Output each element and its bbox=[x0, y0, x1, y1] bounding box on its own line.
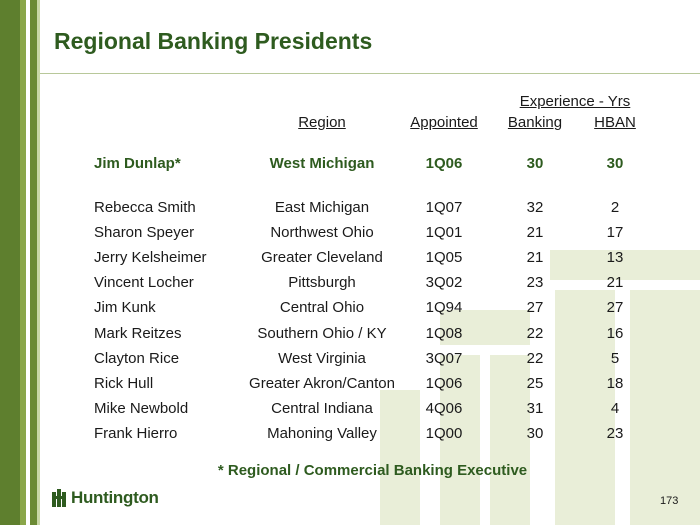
region-cell: Central Indiana bbox=[271, 399, 373, 417]
region-cell: Greater Akron/Canton bbox=[249, 374, 395, 392]
banking-years-cell: 22 bbox=[526, 324, 544, 342]
banking-years-cell: 32 bbox=[526, 199, 544, 216]
featured-name: Jim Dunlap* bbox=[94, 155, 181, 172]
header-hban: HBAN bbox=[594, 114, 636, 131]
hban-years-cell: 4 bbox=[610, 399, 620, 417]
president-name: Mark Reitzes bbox=[94, 324, 182, 342]
appointed-cell: 1Q06 bbox=[425, 374, 463, 392]
hban-years-cell: 13 bbox=[606, 249, 624, 267]
side-band-gap bbox=[26, 0, 30, 525]
hban-years-cell: 16 bbox=[606, 324, 624, 342]
appointed-cell: 1Q01 bbox=[425, 224, 463, 242]
appointed-cell: 4Q06 bbox=[425, 399, 463, 417]
huntington-logo: Huntington bbox=[52, 488, 159, 508]
featured-region: West Michigan bbox=[269, 155, 375, 172]
banking-years-cell: 21 bbox=[526, 224, 544, 242]
banking-years-cell: 25 bbox=[526, 374, 544, 392]
header-appointed: Appointed bbox=[410, 114, 478, 131]
president-name: Jim Kunk bbox=[94, 299, 156, 317]
appointed-cell: 3Q07 bbox=[425, 349, 463, 367]
footnote: * Regional / Commercial Banking Executiv… bbox=[217, 462, 528, 479]
region-cell: Central Ohio bbox=[279, 299, 365, 317]
region-cell: Northwest Ohio bbox=[270, 224, 374, 242]
president-name: Clayton Rice bbox=[94, 349, 180, 367]
president-name: Sharon Speyer bbox=[94, 224, 195, 242]
featured-appointed: 1Q06 bbox=[425, 155, 463, 172]
banking-years-cell: 22 bbox=[526, 349, 544, 367]
banking-years-cell: 27 bbox=[526, 299, 544, 317]
featured-banking: 30 bbox=[526, 155, 544, 172]
hban-years-cell: 18 bbox=[606, 374, 624, 392]
appointed-cell: 1Q08 bbox=[425, 324, 463, 342]
president-name: Vincent Locher bbox=[94, 274, 194, 292]
banking-years-cell: 23 bbox=[526, 274, 544, 292]
appointed-cell: 1Q00 bbox=[425, 424, 463, 442]
header-region: Region bbox=[298, 114, 346, 131]
region-cell: Pittsburgh bbox=[288, 274, 356, 292]
hban-years-cell: 2 bbox=[610, 199, 620, 216]
banking-years-cell: 31 bbox=[526, 399, 544, 417]
page-number: 173 bbox=[660, 495, 679, 507]
region-cell: Southern Ohio / KY bbox=[257, 324, 387, 342]
president-name: Frank Hierro bbox=[94, 424, 178, 442]
banking-years-cell: 21 bbox=[526, 249, 544, 267]
appointed-cell: 1Q94 bbox=[425, 299, 463, 317]
hban-years-cell: 23 bbox=[606, 424, 624, 442]
side-band-dark bbox=[0, 0, 20, 525]
hban-years-cell: 21 bbox=[606, 274, 624, 292]
title-divider bbox=[40, 73, 700, 74]
region-cell: West Virginia bbox=[278, 349, 366, 367]
hban-years-cell: 27 bbox=[606, 299, 624, 317]
brand-name: Huntington bbox=[71, 488, 159, 507]
featured-hban: 30 bbox=[606, 155, 624, 172]
side-band-mid bbox=[20, 0, 26, 525]
watermark-graphic bbox=[380, 250, 700, 525]
header-banking: Banking bbox=[507, 114, 563, 131]
banking-years-cell: 30 bbox=[526, 424, 544, 442]
appointed-cell: 3Q02 bbox=[425, 274, 463, 292]
experience-group-header: Experience - Yrs bbox=[519, 93, 631, 110]
region-cell: Greater Cleveland bbox=[261, 249, 383, 267]
region-cell: East Michigan bbox=[274, 199, 370, 216]
appointed-cell: 1Q05 bbox=[425, 249, 463, 267]
president-name: Rebecca Smith bbox=[94, 199, 196, 216]
side-band-light bbox=[37, 0, 40, 525]
side-band-inner bbox=[30, 0, 37, 525]
region-cell: Mahoning Valley bbox=[267, 424, 377, 442]
president-name: Jerry Kelsheimer bbox=[94, 249, 207, 267]
president-name: Mike Newbold bbox=[94, 399, 189, 417]
huntington-mark-icon bbox=[52, 489, 66, 507]
president-name: Rick Hull bbox=[94, 374, 154, 392]
appointed-cell: 1Q07 bbox=[425, 199, 463, 216]
hban-years-cell: 5 bbox=[610, 349, 620, 367]
page-title: Regional Banking Presidents bbox=[54, 28, 373, 54]
hban-years-cell: 17 bbox=[606, 224, 624, 242]
